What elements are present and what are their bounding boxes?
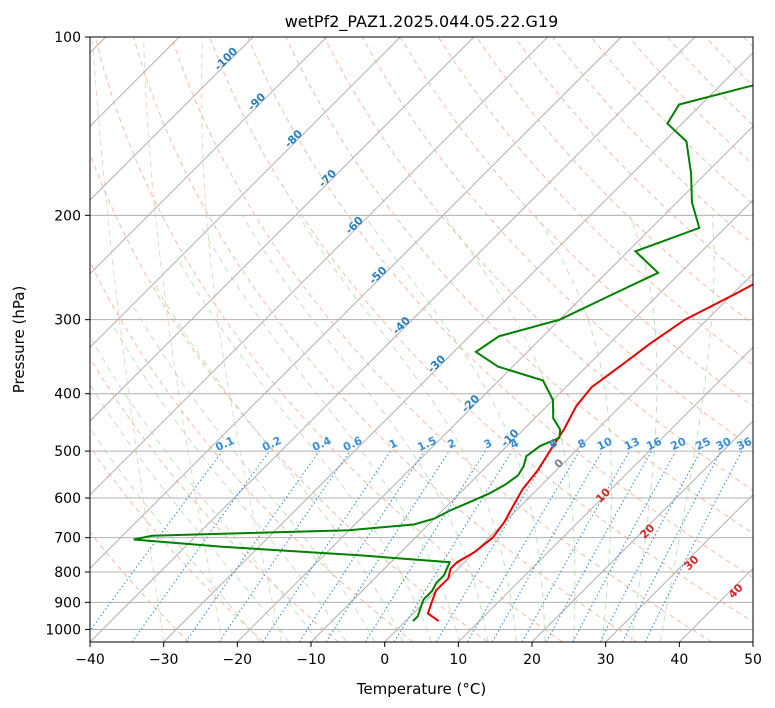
dry-adiabat-line	[90, 446, 264, 642]
dry-adiabat-line	[90, 152, 488, 642]
isotherm-line	[90, 37, 401, 349]
x-tick-label: 0	[380, 652, 389, 668]
isotherm-line	[163, 51, 753, 642]
mixing-ratio-label: 20	[669, 435, 689, 453]
moist-adiabat-line	[201, 227, 461, 642]
y-tick-label: 300	[54, 313, 81, 329]
y-tick-label: 800	[54, 565, 81, 581]
dry-adiabat-line	[90, 260, 414, 642]
mixing-ratio-line	[545, 450, 653, 642]
mixing-ratio-line	[262, 450, 392, 642]
moist-adiabat-line	[443, 215, 576, 642]
sounding-series-line	[426, 283, 753, 622]
y-axis-title: Pressure (hPa)	[10, 286, 28, 394]
y-tick-label: 1000	[45, 622, 81, 638]
moist-adiabat-line	[91, 340, 319, 642]
dry-adiabat-line	[514, 37, 753, 285]
dry-adiabat-line	[94, 37, 563, 642]
x-tick-label: 20	[523, 652, 541, 668]
mixing-ratio-line	[521, 450, 630, 642]
moist-adiabat-line	[130, 301, 376, 642]
moist-adiabat-line	[90, 383, 290, 642]
x-tick-label: 30	[597, 652, 615, 668]
y-tick-label: 500	[54, 444, 81, 460]
x-tick-label: −20	[223, 652, 253, 668]
x-tick-label: 40	[670, 652, 688, 668]
mixing-ratio-label: 36	[735, 435, 755, 453]
mixing-ratio-label: 10	[595, 435, 615, 453]
isotherm-line	[384, 272, 753, 642]
mixing-ratio-line	[90, 450, 223, 632]
mixing-ratio-line	[131, 450, 270, 642]
x-tick-label: −10	[296, 652, 326, 668]
isotherm-line	[236, 125, 753, 642]
data-lines	[133, 84, 753, 622]
moist-adiabat-line	[90, 427, 261, 642]
mixing-ratio-label: 16	[644, 435, 664, 453]
y-tick-label: 900	[54, 595, 81, 611]
isotherm-line	[90, 37, 254, 201]
x-tick-label: 10	[449, 652, 467, 668]
dry-adiabat-line	[209, 37, 753, 623]
ozone-curve-line	[201, 37, 282, 642]
moist-adiabat-line	[535, 215, 612, 642]
dry-adiabat-line	[247, 37, 753, 578]
moist-adiabat-line	[364, 215, 546, 642]
x-tick-label: −40	[75, 652, 105, 668]
mixing-ratio-line	[644, 450, 743, 642]
isotherm-line	[90, 37, 328, 275]
mixing-ratio-label: 30	[714, 435, 734, 453]
dry-adiabat-line	[171, 37, 712, 642]
isotherm-line	[531, 420, 753, 642]
mixing-ratio-line	[185, 450, 320, 642]
mixing-ratio-line	[218, 450, 351, 642]
dry-adiabat-line	[90, 531, 190, 642]
moist-adiabat-line	[297, 215, 517, 642]
y-tick-label: 400	[54, 387, 81, 403]
isotherm-line	[90, 37, 696, 642]
axis-ticks: −40 −30 −20 −10 0 10 20 30 40 50 100 200 300 400 500 60…	[45, 30, 762, 668]
moist-adiabat-line	[659, 215, 715, 642]
moist-adiabat-line	[629, 215, 658, 642]
ozone-curve-line	[143, 37, 224, 642]
dry-adiabat-line	[399, 37, 753, 407]
y-tick-label: 700	[54, 531, 81, 547]
x-tick-label: −30	[149, 652, 179, 668]
moist-adiabat-line	[241, 215, 489, 642]
y-tick-label: 200	[54, 208, 81, 224]
mixing-ratio-line	[572, 450, 677, 642]
isotherm-line	[605, 493, 753, 642]
moist-adiabat-line	[176, 256, 432, 642]
mixing-ratio-line	[298, 450, 425, 642]
mixing-ratio-label: 13	[622, 435, 641, 453]
mixing-ratio-label: 25	[693, 435, 712, 453]
x-axis-title: Temperature (°C)	[356, 680, 486, 698]
y-tick-label: 600	[54, 491, 81, 507]
x-tick-label: 50	[744, 652, 762, 668]
mixing-ratio-line	[325, 450, 450, 642]
isotherm-line	[90, 37, 475, 422]
background-lines	[90, 37, 753, 642]
ozone-curve-line	[91, 37, 165, 642]
dry-adiabat-line	[90, 356, 339, 642]
dry-adiabat-line	[361, 37, 753, 449]
sounding-series-line	[133, 84, 753, 622]
y-tick-label: 100	[54, 30, 81, 46]
isotherm-line	[90, 37, 622, 570]
isotherm-line	[457, 346, 753, 642]
moist-adiabat-line	[111, 323, 347, 642]
plot-frame	[89, 36, 754, 643]
isotherm-line	[90, 37, 549, 496]
chart-title: wetPf2_PAZ1.2025.044.05.22.G19	[285, 12, 559, 32]
